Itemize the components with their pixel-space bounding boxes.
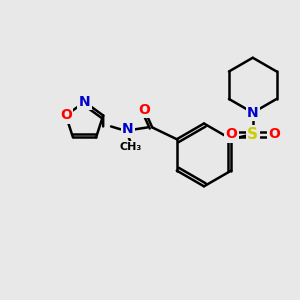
Text: N: N xyxy=(79,95,90,109)
Text: O: O xyxy=(139,103,150,117)
Text: N: N xyxy=(247,106,259,120)
Text: O: O xyxy=(60,109,72,122)
Text: CH₃: CH₃ xyxy=(119,142,142,152)
Text: S: S xyxy=(247,127,258,142)
Text: N: N xyxy=(247,106,259,120)
Text: O: O xyxy=(225,127,237,141)
Text: N: N xyxy=(122,122,134,136)
Text: O: O xyxy=(268,127,280,141)
